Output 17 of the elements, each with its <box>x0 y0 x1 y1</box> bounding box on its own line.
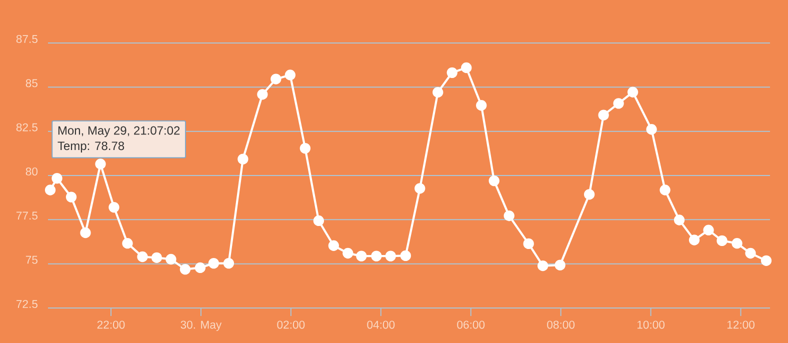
y-tick-label: 75 <box>26 256 38 264</box>
y-tick-label: 82.5 <box>16 123 38 132</box>
x-tick-label: 30. May <box>180 320 222 331</box>
x-tick-label: 10:00 <box>637 320 665 329</box>
y-tick-label: 77.5 <box>16 212 38 220</box>
y-tick-label: 72.5 <box>16 300 38 308</box>
x-tick-label: 12:00 <box>727 320 754 329</box>
annotation: Temp: 78.78 <box>58 142 124 152</box>
annotation: Mon, May 29, 21:07:02 <box>58 126 180 138</box>
y-tick-label: 85 <box>26 79 38 88</box>
x-tick-label: 04:00 <box>367 320 395 329</box>
x-tick-label: 08:00 <box>547 320 575 329</box>
x-tick-label: 22:00 <box>97 320 125 329</box>
y-tick-label: 80 <box>26 167 38 176</box>
x-tick-label: 02:00 <box>277 320 305 329</box>
y-tick-label: 87.5 <box>16 34 38 44</box>
x-tick-label: 06:00 <box>457 320 485 329</box>
